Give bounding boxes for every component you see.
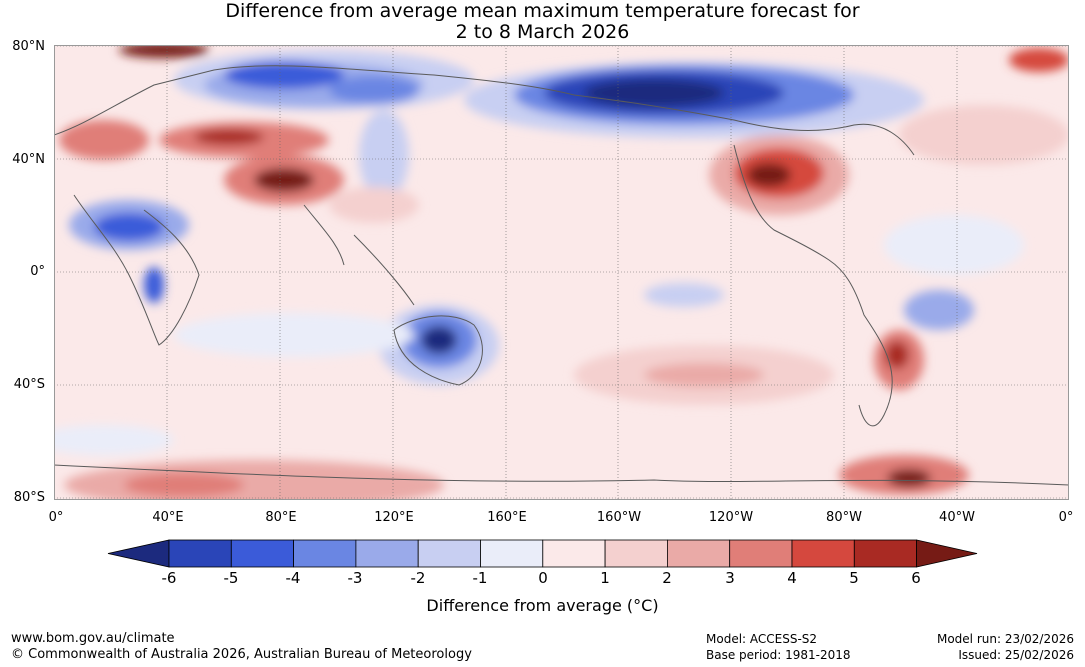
legend-tick-label: -6: [161, 569, 177, 587]
footer-model: Model: ACCESS-S2: [706, 632, 818, 646]
legend-swatch: [355, 539, 419, 568]
legend-swatch: [168, 539, 232, 568]
legend-swatch: [729, 539, 793, 568]
map-title-line2: 2 to 8 March 2026: [455, 21, 630, 43]
legend-tick-label: 5: [849, 569, 859, 587]
legend-tick-label: 0: [538, 569, 548, 587]
legend-swatch: [667, 539, 731, 568]
legend-tick-label: 6: [911, 569, 921, 587]
legend-tick-label: 3: [725, 569, 735, 587]
legend-swatch-low-extend: [107, 539, 170, 568]
map-title-line1: Difference from average mean maximum tem…: [225, 0, 860, 22]
legend-swatch: [293, 539, 357, 568]
legend-tick-label: 2: [662, 569, 672, 587]
legend-tick-label: -5: [223, 569, 239, 587]
lon-label-160e: 160°E: [487, 510, 527, 525]
legend-title: Difference from average (°C): [426, 596, 659, 615]
legend-tick-label: 1: [600, 569, 610, 587]
legend-tick-label: -4: [285, 569, 301, 587]
legend-swatch: [230, 539, 295, 568]
legend-swatch: [480, 539, 544, 568]
legend-tick-label: 4: [787, 569, 797, 587]
anomaly-field: [54, 45, 1069, 500]
footer-model-run: Model run: 23/02/2026: [936, 632, 1074, 646]
lon-label-120w: 120°W: [708, 510, 754, 525]
legend-tick-label: -1: [472, 569, 488, 587]
lon-label-0: 0°: [48, 510, 64, 525]
footer-copyright: © Commonwealth of Australia 2026, Austra…: [11, 647, 472, 662]
lon-label-40w: 40°W: [939, 510, 975, 525]
legend-swatch-high-extend: [916, 539, 978, 568]
lon-label-120e: 120°E: [374, 510, 414, 525]
lat-label-80n: 80°N: [12, 39, 45, 54]
coastlines: [54, 65, 1069, 486]
lat-label-80s: 80°S: [13, 490, 45, 505]
legend-swatch: [542, 539, 606, 568]
footer-base-period: Base period: 1981-2018: [706, 648, 851, 662]
legend-tick-label: -2: [410, 569, 426, 587]
legend-swatch: [791, 539, 855, 568]
lat-label-40s: 40°S: [13, 377, 45, 392]
legend-swatch: [853, 539, 917, 568]
map-frame: [54, 45, 1069, 500]
legend-tick-label: -3: [347, 569, 363, 587]
lon-label-40e: 40°E: [152, 510, 184, 525]
lon-label-0-end: 0°: [1058, 510, 1074, 525]
lat-label-40n: 40°N: [12, 152, 45, 167]
lat-label-0: 0°: [30, 264, 45, 279]
legend-swatch: [417, 539, 481, 568]
lon-label-80w: 80°W: [826, 510, 862, 525]
graticule: [54, 45, 1069, 500]
legend-swatch: [604, 539, 668, 568]
lon-label-80e: 80°E: [265, 510, 297, 525]
anomaly-map: [54, 45, 1069, 500]
lon-label-160w: 160°W: [596, 510, 642, 525]
footer-url: www.bom.gov.au/climate: [11, 631, 175, 646]
footer-issued: Issued: 25/02/2026: [958, 648, 1074, 662]
